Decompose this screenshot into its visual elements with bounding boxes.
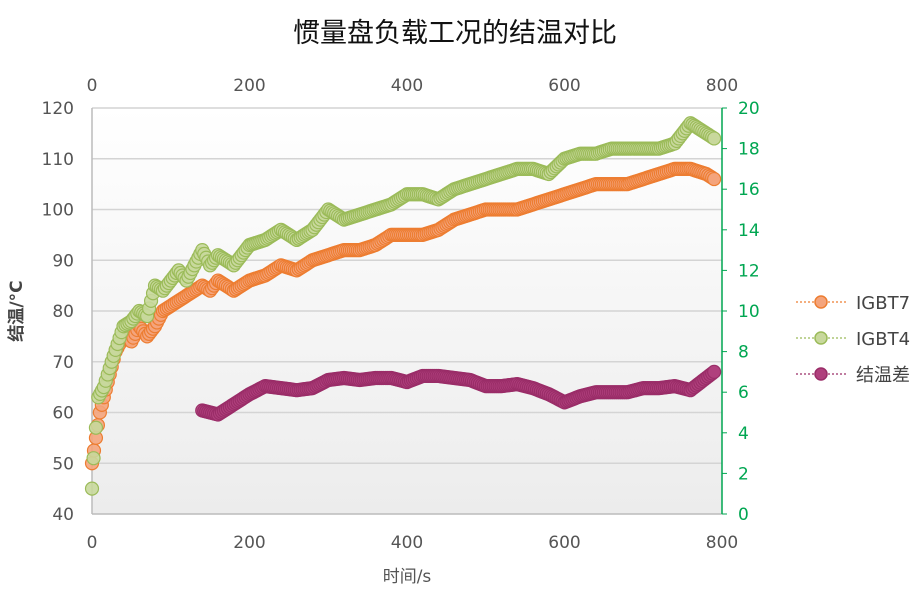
y2-tick-label: 12 (738, 261, 760, 281)
y2-tick-label: 0 (738, 505, 749, 525)
x-axis-label: 时间/s (383, 567, 432, 587)
y2-tick-label: 16 (738, 180, 760, 200)
legend-label: IGBT7 (856, 293, 910, 314)
series-marks (84, 116, 722, 496)
x-tick-label: 200 (233, 533, 265, 553)
y-tick-label: 40 (52, 505, 74, 525)
series-2 (195, 364, 722, 422)
y-axis-label: 结温/°C (6, 280, 27, 341)
data-point (707, 131, 722, 146)
x-tick-label: 600 (548, 533, 580, 553)
series-1 (84, 116, 722, 496)
y-tick-label: 110 (42, 150, 74, 170)
y2-tick-label: 6 (738, 383, 749, 403)
y2-tick-label: 2 (738, 464, 749, 484)
data-point (86, 451, 101, 466)
x-tick-label: 800 (706, 533, 738, 553)
data-point (707, 364, 722, 379)
x2-tick-label: 800 (706, 76, 738, 96)
y-tick-label: 100 (42, 201, 74, 221)
y-tick-label: 70 (52, 353, 74, 373)
data-point (707, 171, 722, 187)
y2-tick-label: 20 (738, 99, 760, 119)
x2-tick-label: 400 (391, 76, 423, 96)
data-point (84, 481, 100, 496)
x-tick-label: 0 (87, 533, 98, 553)
y2-tick-label: 4 (738, 424, 749, 444)
legend-label: IGBT4 (856, 329, 910, 350)
y-tick-label: 90 (52, 251, 74, 271)
y-tick-label: 120 (42, 99, 74, 119)
y2-tick-label: 18 (738, 140, 760, 160)
y2-tick-label: 14 (738, 221, 760, 241)
data-point (88, 420, 104, 435)
legend-marker (814, 367, 828, 381)
y-tick-label: 80 (52, 302, 74, 322)
legend-label: 结温差 (856, 365, 910, 386)
y-tick-label: 60 (52, 404, 74, 424)
chart-title: 惯量盘负载工况的结温对比 (293, 18, 617, 49)
x2-tick-label: 0 (87, 76, 98, 96)
x-tick-label: 400 (391, 533, 423, 553)
y2-tick-label: 10 (738, 302, 760, 322)
legend: IGBT7 IGBT4 结温差 (796, 293, 910, 386)
y-tick-label: 50 (52, 454, 74, 474)
y2-tick-label: 8 (738, 343, 749, 363)
x2-tick-label: 600 (548, 76, 580, 96)
x2-tick-label: 200 (233, 76, 265, 96)
legend-marker (814, 331, 828, 345)
legend-marker (814, 295, 828, 309)
